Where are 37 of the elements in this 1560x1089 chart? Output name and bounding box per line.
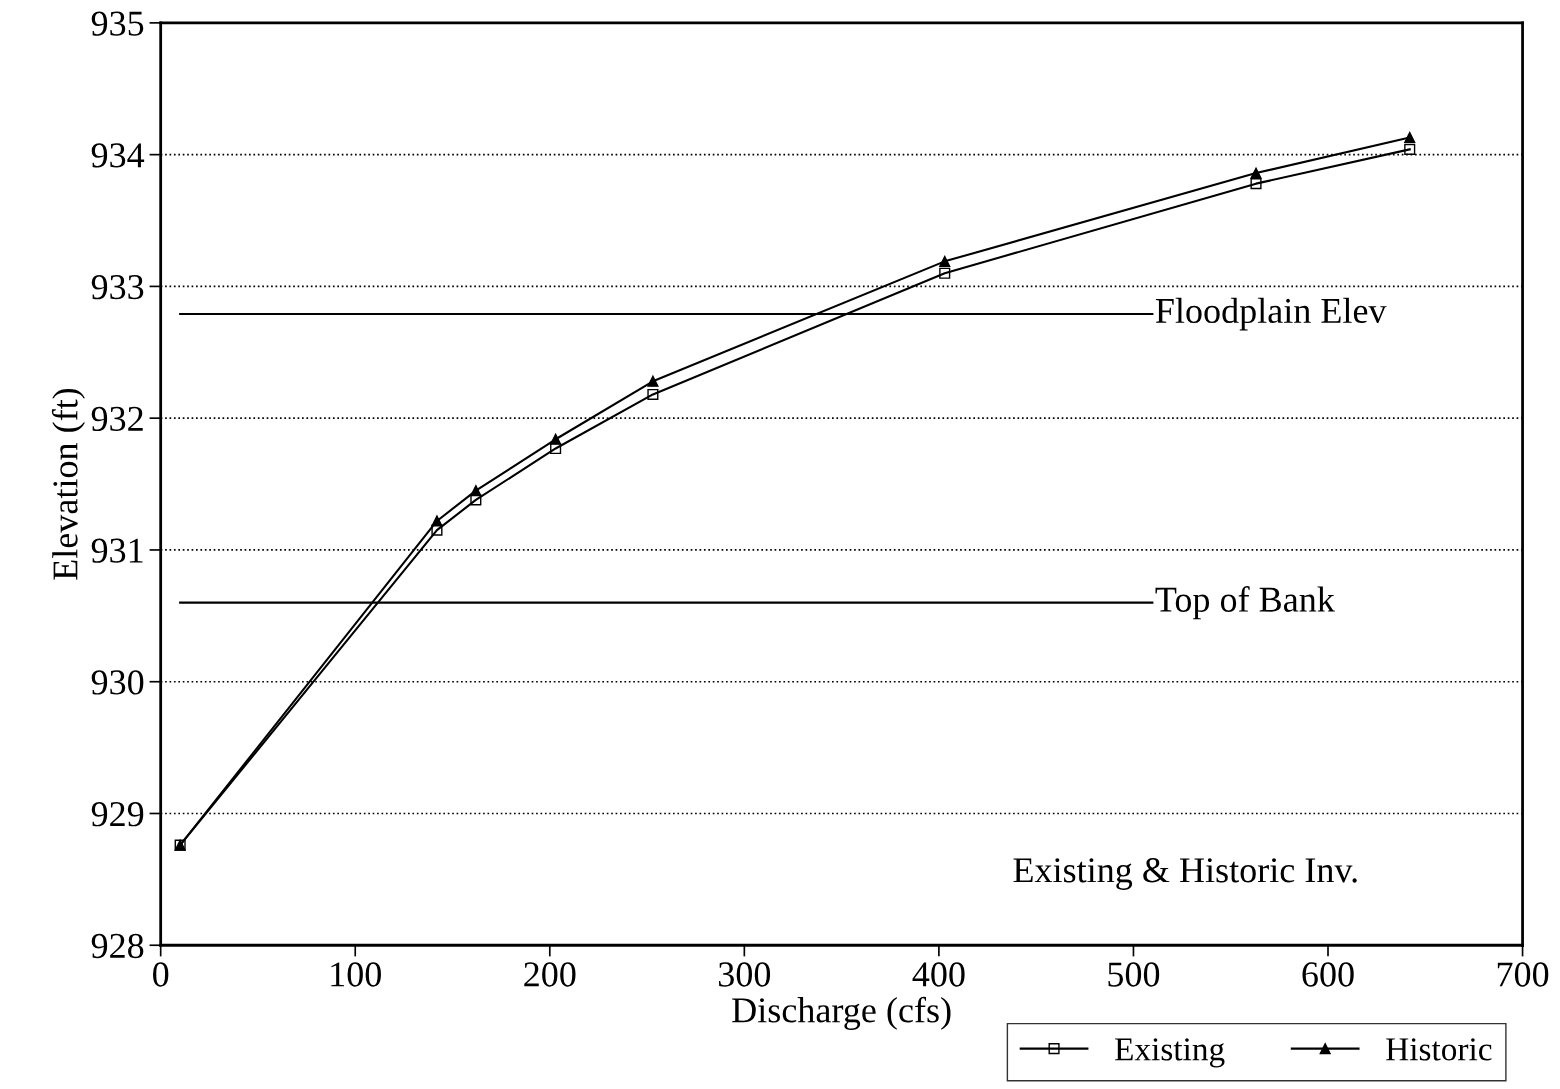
point [431, 515, 443, 527]
legend-label: Historic [1386, 1038, 1492, 1061]
ref-line-label: Floodplain Elev [1155, 297, 1387, 331]
x-axis-title: Discharge (cfs) [732, 996, 951, 1030]
x-tick-label: 600 [1302, 962, 1354, 987]
y-tick-label: 933 [91, 275, 144, 300]
point [1404, 131, 1416, 144]
point [939, 267, 951, 279]
x-tick-label: 300 [718, 962, 771, 987]
y-tick-label: 929 [91, 802, 144, 827]
point [550, 442, 562, 455]
x-tick-label: 200 [524, 962, 576, 987]
annotation: Existing & Historic Inv. [1013, 858, 1357, 890]
point [1404, 143, 1416, 155]
y-tick-label: 931 [91, 538, 143, 563]
y-tick-label: 935 [91, 11, 144, 36]
x-tick-label: 500 [1108, 962, 1160, 987]
y-tick-label: 930 [91, 670, 144, 695]
x-tick-label: 400 [912, 962, 965, 987]
point [647, 388, 659, 401]
y-tick-label: 934 [91, 143, 145, 168]
y-tick-label: 932 [91, 406, 143, 432]
point [1250, 167, 1262, 179]
point [431, 524, 443, 536]
point [470, 485, 482, 497]
legend-label: Existing [1115, 1038, 1225, 1068]
ref-line-label: Top of Bank [1155, 586, 1335, 620]
point [939, 255, 951, 267]
x-tick-label: 100 [331, 962, 381, 987]
point [1250, 178, 1262, 190]
y-axis-title: Elevation (ft) [51, 388, 85, 580]
point [470, 494, 482, 506]
y-tick-label: 928 [91, 933, 144, 959]
x-tick-label: 0 [153, 962, 169, 987]
point [647, 375, 659, 387]
x-tick-label: 700 [1497, 962, 1549, 987]
point [550, 433, 562, 445]
